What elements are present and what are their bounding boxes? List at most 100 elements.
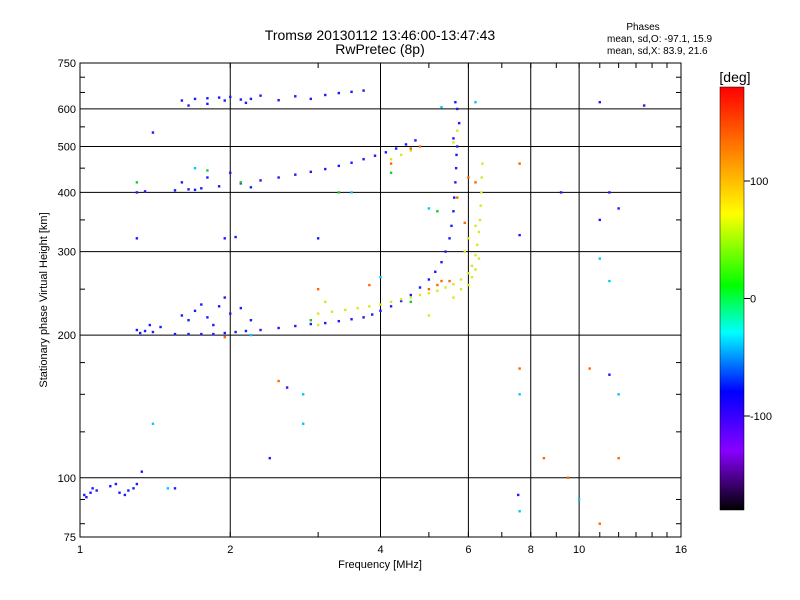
data-point xyxy=(362,89,365,92)
data-point xyxy=(598,100,601,104)
data-point xyxy=(193,166,197,170)
data-point xyxy=(518,367,521,370)
data-point xyxy=(180,99,184,102)
data-point xyxy=(135,328,139,332)
data-point xyxy=(598,257,601,260)
data-point xyxy=(474,268,477,271)
data-point xyxy=(249,97,253,101)
data-point xyxy=(259,328,262,332)
data-point xyxy=(617,207,620,210)
data-point xyxy=(480,176,483,179)
data-point xyxy=(217,96,221,99)
data-point xyxy=(371,313,374,316)
data-point xyxy=(389,158,393,161)
data-point xyxy=(206,169,209,172)
y-axis-label: Stationary phase Virtual Height [km] xyxy=(38,212,50,387)
data-points xyxy=(83,89,646,525)
stats-x-line: mean, sd,X: 83.9, 21.6 xyxy=(607,46,708,57)
colorbar-tick-label: 0 xyxy=(750,294,756,306)
data-point xyxy=(455,153,458,157)
data-point xyxy=(459,278,463,281)
x-tick-label: 4 xyxy=(377,544,383,556)
colorbar xyxy=(719,86,745,511)
data-point xyxy=(368,283,371,287)
data-point xyxy=(337,91,341,95)
data-point xyxy=(187,188,190,191)
colorbar-label: [deg] xyxy=(719,69,750,85)
data-point xyxy=(608,191,611,194)
data-point xyxy=(470,264,474,268)
data-point xyxy=(234,330,237,334)
data-point xyxy=(173,487,177,490)
data-point xyxy=(173,332,177,336)
data-point xyxy=(444,286,447,289)
data-point xyxy=(268,456,271,460)
data-point xyxy=(617,456,620,460)
data-point xyxy=(249,186,253,189)
data-point xyxy=(384,151,388,154)
data-point xyxy=(404,143,408,146)
data-point xyxy=(309,322,312,326)
data-point xyxy=(452,141,455,144)
data-point xyxy=(409,147,412,150)
data-point xyxy=(379,303,382,306)
data-point xyxy=(467,176,470,179)
stats-heading: Phases xyxy=(626,22,659,33)
data-point xyxy=(436,289,439,293)
data-point xyxy=(223,296,226,299)
data-point xyxy=(453,196,456,199)
data-point xyxy=(373,154,377,157)
data-point xyxy=(140,470,144,473)
grid-lines xyxy=(80,63,681,537)
y-tick-label: 300 xyxy=(58,247,76,259)
data-point xyxy=(206,176,209,179)
data-point xyxy=(450,224,453,228)
y-tick-label: 100 xyxy=(58,473,76,485)
data-point xyxy=(239,98,243,101)
data-point xyxy=(301,422,305,425)
y-tick-label: 750 xyxy=(58,58,76,70)
data-point xyxy=(180,314,184,317)
y-tick-label: 200 xyxy=(58,330,76,342)
data-point xyxy=(350,90,353,94)
data-point xyxy=(118,491,121,494)
data-point xyxy=(277,326,280,330)
data-point xyxy=(309,170,312,174)
data-point xyxy=(193,188,197,192)
data-point xyxy=(285,386,289,389)
data-point xyxy=(344,308,347,312)
data-point xyxy=(409,300,412,304)
data-point xyxy=(399,298,403,301)
data-point xyxy=(389,300,393,304)
data-point xyxy=(481,162,484,165)
data-point xyxy=(206,102,209,106)
x-tick-label: 16 xyxy=(675,544,687,556)
y-tick-label: 400 xyxy=(58,187,76,199)
data-point xyxy=(427,287,431,291)
data-point xyxy=(427,278,431,281)
data-point xyxy=(350,191,353,194)
data-point xyxy=(456,196,459,199)
data-point xyxy=(642,104,646,107)
data-point xyxy=(148,323,152,327)
data-point xyxy=(399,299,403,303)
data-point xyxy=(409,296,412,299)
data-point xyxy=(223,331,226,335)
x-tick-label: 8 xyxy=(528,544,534,556)
data-point xyxy=(217,305,221,308)
y-tick-label: 600 xyxy=(58,104,76,116)
data-point xyxy=(135,482,139,486)
data-point xyxy=(414,139,417,142)
data-point xyxy=(316,287,320,291)
data-point xyxy=(324,93,327,97)
data-point xyxy=(91,487,94,490)
data-point xyxy=(229,312,232,315)
data-point xyxy=(277,176,280,179)
data-point xyxy=(95,489,98,492)
data-point xyxy=(180,181,184,184)
data-point xyxy=(434,270,437,273)
y-tick-label: 75 xyxy=(64,532,76,544)
x-axis-label: Frequency [MHz] xyxy=(338,559,422,571)
data-point xyxy=(294,324,297,328)
data-point xyxy=(294,95,297,98)
